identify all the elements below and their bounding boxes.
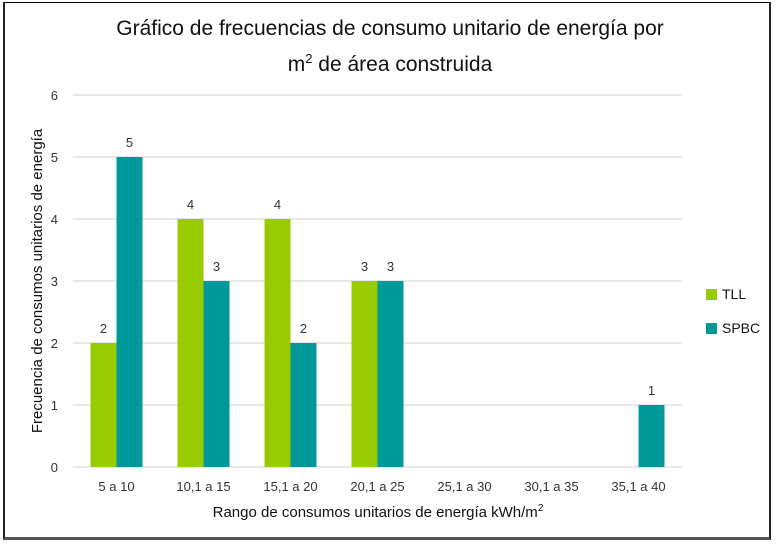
title-sup: 2 <box>305 51 313 66</box>
data-labels: 2 5 4 3 4 2 3 3 1 <box>100 135 655 398</box>
x-tick-labels: 5 a 10 10,1 a 15 15,1 a 20 20,1 a 25 25,1 a … <box>98 479 665 494</box>
data-label: 3 <box>387 259 394 274</box>
bar-spbc <box>203 281 230 467</box>
data-label: 3 <box>213 259 220 274</box>
y-axis-label: Frecuencia de consumos unitarios de ener… <box>29 128 46 433</box>
bar-tll <box>264 219 291 467</box>
bar-tll <box>177 219 204 467</box>
x-axis-label-base: Rango de consumos unitarios de energía k… <box>213 504 538 521</box>
chart-title-line2: m2 de área construida <box>0 44 780 80</box>
y-tick-label: 6 <box>51 88 58 103</box>
y-tick-label: 3 <box>51 274 58 289</box>
x-tick-label: 15,1 a 20 <box>263 479 317 494</box>
y-tick-label: 0 <box>51 460 58 475</box>
x-tick-label: 10,1 a 15 <box>176 479 230 494</box>
y-tick-label: 4 <box>51 212 58 227</box>
y-tick-label: 5 <box>51 150 58 165</box>
x-tick-label: 35,1 a 40 <box>611 479 665 494</box>
bar-tll <box>351 281 378 467</box>
y-tick-labels: 0 1 2 3 4 5 6 <box>51 88 58 475</box>
title-rest: de área construida <box>312 53 493 76</box>
x-tick-label: 20,1 a 25 <box>350 479 404 494</box>
chart-frame <box>3 2 771 540</box>
data-label: 1 <box>648 383 655 398</box>
data-label: 2 <box>300 321 307 336</box>
x-tick-label: 25,1 a 30 <box>437 479 491 494</box>
bar-spbc <box>290 343 317 467</box>
data-label: 4 <box>274 197 281 212</box>
chart-title: Gráfico de frecuencias de consumo unitar… <box>0 14 780 80</box>
bar-spbc <box>377 281 404 467</box>
bars <box>90 157 665 467</box>
y-tick-label: 1 <box>51 398 58 413</box>
x-axis-label: Rango de consumos unitarios de energía k… <box>213 503 544 521</box>
x-tick-label: 5 a 10 <box>98 479 134 494</box>
data-label: 4 <box>187 197 194 212</box>
title-m: m <box>287 53 306 76</box>
bar-spbc <box>116 157 143 467</box>
data-label: 5 <box>126 135 133 150</box>
bar-tll <box>90 343 117 467</box>
legend-item-tll: TLL <box>706 286 746 302</box>
legend-item-spbc: SPBC <box>706 320 760 336</box>
data-label: 3 <box>361 259 368 274</box>
legend-label: TLL <box>722 286 747 302</box>
bar-spbc <box>638 405 665 467</box>
legend-swatch <box>706 288 717 300</box>
y-tick-label: 2 <box>51 336 58 351</box>
legend-swatch <box>706 322 717 334</box>
legend-label: SPBC <box>722 320 761 336</box>
x-tick-label: 30,1 a 35 <box>524 479 578 494</box>
x-axis-label-sup: 2 <box>538 503 544 514</box>
data-label: 2 <box>100 321 107 336</box>
chart-title-line1: Gráfico de frecuencias de consumo unitar… <box>116 17 664 40</box>
